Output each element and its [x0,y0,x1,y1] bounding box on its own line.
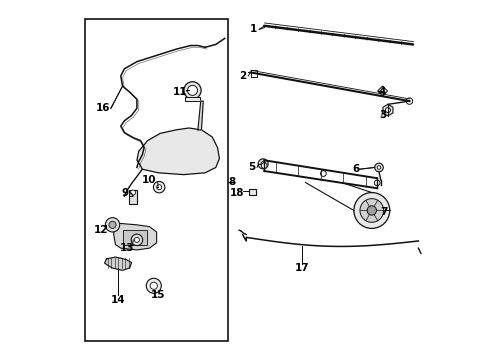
Bar [185,97,199,101]
Circle shape [146,278,161,293]
Circle shape [374,163,383,172]
Bar [250,69,257,77]
Circle shape [258,159,267,169]
Circle shape [366,206,376,215]
Circle shape [187,85,197,95]
Circle shape [109,221,116,228]
Circle shape [261,163,266,168]
Text: 15: 15 [151,290,165,300]
Polygon shape [113,223,156,250]
Circle shape [359,199,383,222]
Circle shape [105,218,120,232]
Text: 16: 16 [96,103,110,113]
Polygon shape [137,128,219,175]
Bar [129,190,136,204]
Text: 7: 7 [380,207,387,217]
Polygon shape [104,257,131,270]
Circle shape [353,193,389,228]
Circle shape [385,108,389,113]
Text: 4: 4 [378,87,386,97]
Text: 12: 12 [94,225,108,235]
Circle shape [183,82,201,99]
Circle shape [376,166,380,169]
Circle shape [150,282,157,289]
Text: 11: 11 [172,87,187,97]
Circle shape [130,190,135,195]
Text: 9: 9 [122,188,129,198]
Bar [85,19,228,341]
Polygon shape [198,101,203,130]
Bar [249,189,255,195]
Text: 1: 1 [249,24,257,35]
Text: 17: 17 [294,263,308,273]
Circle shape [406,98,412,104]
Circle shape [261,162,265,166]
Polygon shape [377,86,387,96]
Text: 8: 8 [228,177,235,187]
Text: 14: 14 [111,295,125,305]
Text: 6: 6 [351,164,359,174]
Circle shape [134,237,139,242]
Circle shape [131,234,142,246]
Circle shape [156,185,162,190]
Circle shape [373,180,379,186]
Circle shape [153,181,164,193]
Bar [122,230,147,245]
Text: 10: 10 [142,175,156,185]
Text: 3: 3 [378,111,386,121]
Circle shape [320,171,325,176]
Text: 5: 5 [247,162,255,172]
Text: 13: 13 [119,243,134,253]
Text: 18: 18 [229,188,244,198]
Text: 2: 2 [239,71,246,81]
Polygon shape [382,104,392,116]
